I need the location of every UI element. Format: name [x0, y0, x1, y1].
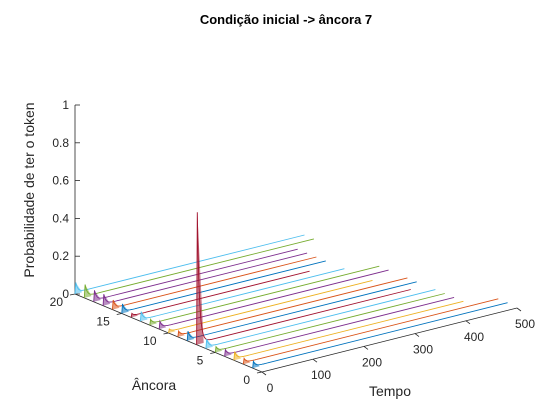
x-tick-label: 300: [413, 343, 433, 357]
x-axis-label: Tempo: [369, 383, 411, 399]
y-tick-mark: [210, 353, 215, 354]
x-tick-mark: [415, 334, 419, 337]
x-tick-label: 100: [311, 368, 331, 382]
y-tick-mark: [117, 314, 122, 315]
series-line-anchor-11: [159, 270, 388, 329]
z-tick-label: 0.8: [52, 136, 69, 150]
y-tick-mark: [164, 333, 169, 334]
series-line-anchor-9: [178, 278, 408, 337]
x-tick-mark: [262, 372, 266, 375]
y-tick-label: 0: [243, 373, 250, 387]
series-transient-anchor-11: [159, 321, 166, 329]
y-tick-mark: [257, 372, 262, 373]
z-tick-label: 1: [62, 98, 69, 112]
z-tick-label: 0: [62, 287, 69, 301]
x-tick-label: 0: [267, 381, 274, 395]
series-line-anchor-6: [206, 290, 436, 349]
series-transient-anchor-20: [75, 282, 82, 294]
x-tick-mark: [517, 308, 521, 311]
z-axis-label: Probabilidade de ter o token: [21, 102, 37, 277]
y-tick-label: 20: [50, 295, 64, 309]
series-transient-anchor-3: [234, 352, 241, 361]
series-line-anchor-20: [75, 235, 305, 294]
x-tick-mark: [313, 359, 317, 362]
z-tick-label: 0.6: [52, 174, 69, 188]
x-tick-mark: [466, 321, 470, 324]
y-tick-label: 5: [197, 354, 204, 368]
y-tick-label: 15: [96, 315, 110, 329]
series-transient-anchor-18: [94, 290, 101, 302]
z-tick-label: 0.4: [52, 211, 69, 225]
z-tick-label: 0.2: [52, 249, 69, 263]
series-transient-anchor-6: [206, 339, 213, 349]
series-transient-anchor-17: [103, 294, 110, 306]
series-line-anchor-5: [215, 294, 444, 353]
series-transient-anchor-7: [197, 212, 204, 344]
x-tick-label: 500: [515, 317, 535, 331]
series-line-anchor-12: [150, 266, 379, 325]
series-transient-anchor-19: [84, 284, 91, 297]
x-tick-label: 200: [362, 355, 382, 369]
y-tick-mark: [70, 294, 75, 295]
x-tick-label: 400: [464, 330, 484, 344]
series-group: [75, 212, 508, 368]
y-axis-label: Âncora: [132, 377, 177, 393]
series-line-anchor-2: [243, 299, 498, 364]
chart-title: Condição inicial -> âncora 7: [200, 12, 372, 27]
x-tick-mark: [364, 346, 368, 349]
series-line-anchor-8: [187, 282, 417, 341]
y-tick-label: 10: [143, 334, 157, 348]
